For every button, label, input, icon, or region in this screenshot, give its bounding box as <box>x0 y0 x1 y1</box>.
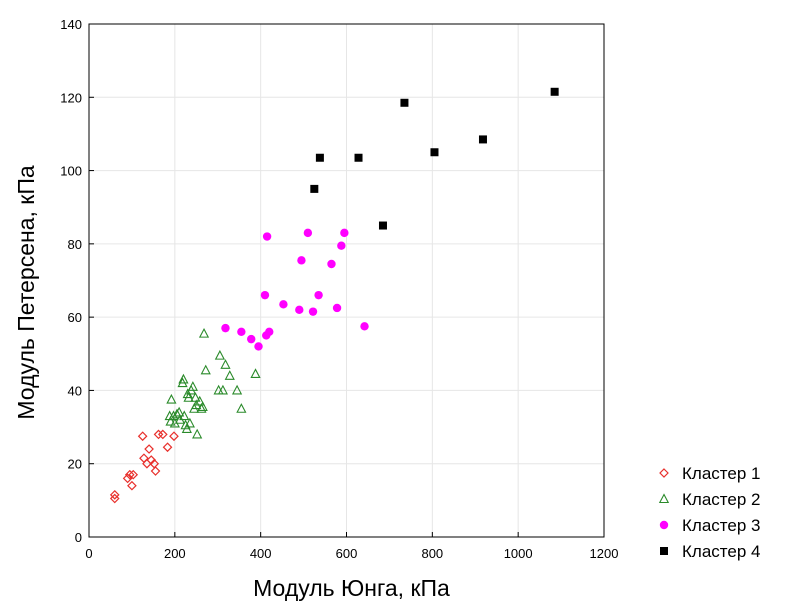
y-tick-label: 40 <box>68 383 82 398</box>
data-point-cluster-2 <box>231 384 243 395</box>
legend-label-cluster-2: Кластер 2 <box>682 490 760 509</box>
legend-label-cluster-3: Кластер 3 <box>682 516 760 535</box>
data-point-cluster-2 <box>217 384 229 395</box>
legend-label-cluster-1: Кластер 1 <box>682 464 760 483</box>
grid <box>89 24 604 537</box>
data-point-cluster-2 <box>183 392 194 402</box>
data-point-cluster-2 <box>198 327 210 338</box>
data-point-cluster-3 <box>254 342 263 351</box>
data-point-cluster-4 <box>430 148 439 157</box>
data-point-cluster-2 <box>171 408 183 419</box>
data-point-cluster-3 <box>297 256 306 265</box>
data-point-cluster-3 <box>237 327 246 336</box>
axis-ticks: 0 200 400 600 800 1000 1200 0 20 40 60 80 100 120 140 <box>60 17 618 561</box>
y-tick-label: 20 <box>68 457 82 472</box>
data-point-cluster-1 <box>150 466 161 476</box>
data-point-cluster-3 <box>314 290 323 300</box>
x-axis-title: Модуль Юнга, кПа <box>253 575 450 601</box>
data-point-cluster-3 <box>303 228 313 238</box>
data-point-cluster-3 <box>262 232 272 241</box>
data-point-cluster-2 <box>194 395 205 406</box>
data-point-cluster-4 <box>400 98 409 107</box>
data-point-cluster-1 <box>122 473 133 484</box>
data-point-cluster-2 <box>192 428 203 439</box>
x-tick-label: 1200 <box>590 546 619 561</box>
data-point-cluster-1 <box>144 444 154 454</box>
data-point-cluster-3 <box>337 241 346 250</box>
y-tick-label: 140 <box>60 17 82 32</box>
data-point-cluster-4 <box>315 153 324 162</box>
data-point-cluster-1 <box>139 453 149 464</box>
data-point-cluster-2 <box>236 403 247 413</box>
data-point-cluster-1 <box>153 429 164 440</box>
data-point-cluster-1 <box>169 431 179 442</box>
x-tick-label: 400 <box>250 546 272 561</box>
data-point-cluster-2 <box>224 370 235 380</box>
x-tick-label: 0 <box>85 546 92 561</box>
data-point-cluster-2 <box>179 410 190 421</box>
data-point-cluster-1 <box>109 493 120 504</box>
data-point-cluster-3 <box>247 334 256 344</box>
data-point-cluster-1 <box>162 442 173 453</box>
data-point-cluster-3 <box>327 259 336 269</box>
data-point-cluster-1 <box>124 469 135 480</box>
data-point-cluster-2 <box>214 349 226 360</box>
x-tick-label: 600 <box>336 546 358 561</box>
data-point-cluster-1 <box>127 480 137 491</box>
legend-marker-cluster-2 <box>658 493 670 504</box>
data-point-cluster-1 <box>109 490 120 500</box>
data-point-cluster-3 <box>265 327 274 336</box>
x-tick-label: 800 <box>421 546 443 561</box>
data-point-cluster-3 <box>332 303 342 313</box>
x-tick-label: 200 <box>164 546 186 561</box>
data-point-cluster-1 <box>137 431 148 442</box>
x-tick-label: 1000 <box>504 546 533 561</box>
data-point-cluster-2 <box>178 373 189 384</box>
data-point-cluster-4 <box>550 87 559 96</box>
legend-label-cluster-4: Кластер 4 <box>682 542 760 561</box>
data-point-cluster-2 <box>166 393 177 404</box>
data-point-cluster-3 <box>221 323 230 333</box>
data-point-cluster-2 <box>165 415 176 426</box>
data-point-cluster-3 <box>260 290 270 300</box>
data-point-cluster-2 <box>180 419 191 430</box>
legend-marker-cluster-3 <box>659 520 669 530</box>
data-point-cluster-3 <box>308 307 318 316</box>
data-point-cluster-3 <box>340 228 349 238</box>
y-tick-label: 80 <box>68 237 82 252</box>
y-tick-label: 0 <box>75 530 82 545</box>
data-point-cluster-2 <box>184 417 195 428</box>
y-tick-label: 120 <box>60 90 82 105</box>
data-point-cluster-3 <box>295 305 304 315</box>
data-point-cluster-4 <box>354 153 363 162</box>
data-point-cluster-4 <box>478 135 487 144</box>
legend-marker-cluster-1 <box>659 468 669 478</box>
data-point-cluster-1 <box>128 469 139 480</box>
data-point-cluster-2 <box>220 359 231 369</box>
data-points <box>109 87 559 504</box>
data-point-cluster-2 <box>197 401 208 411</box>
data-point-cluster-2 <box>250 368 261 378</box>
data-point-cluster-2 <box>181 423 192 433</box>
data-point-cluster-2 <box>200 364 211 375</box>
data-point-cluster-3 <box>360 322 369 331</box>
y-axis-title: Модуль Петерсена, кПа <box>13 165 39 419</box>
y-tick-label: 60 <box>68 310 82 325</box>
data-point-cluster-1 <box>157 429 168 440</box>
y-tick-label: 100 <box>60 164 82 179</box>
legend-marker-cluster-4 <box>660 547 668 555</box>
data-point-cluster-3 <box>279 300 288 309</box>
data-point-cluster-2 <box>187 381 198 391</box>
legend: Кластер 1 Кластер 2 Кластер 3 Кластер 4 <box>658 464 760 561</box>
data-point-cluster-4 <box>378 221 387 230</box>
data-point-cluster-4 <box>310 184 319 193</box>
